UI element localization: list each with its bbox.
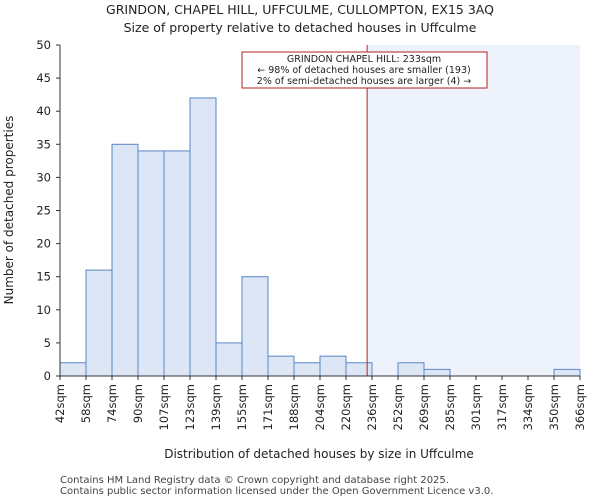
x-ticks: 42sqm 58sqm 74sqm 90sqm 107sqm 123sqm 139sqm 15… [53,376,587,430]
x-tick-label: 366sqm [573,384,587,430]
y-tick-label: 35 [36,137,51,151]
x-tick-label: 139sqm [209,384,223,430]
bar-220sqm [345,362,373,377]
x-tick-label: 74sqm [105,384,119,423]
x-tick-label: 301sqm [469,384,483,430]
x-tick-label: 188sqm [287,384,301,430]
x-tick-label: 42sqm [53,384,67,423]
x-tick-label: 204sqm [313,384,327,430]
bar-139sqm [215,342,243,377]
y-tick-label: 20 [36,237,51,251]
x-tick-label: 220sqm [339,384,353,430]
bar-171sqm [267,355,295,377]
bar-204sqm [319,355,347,377]
bar-74sqm [111,143,139,377]
bar-123sqm [189,97,217,377]
bar-155sqm [241,276,269,377]
x-tick-label: 350sqm [547,384,561,430]
x-tick-label: 155sqm [235,384,249,430]
y-tick-label: 30 [36,170,51,184]
x-tick-label: 252sqm [391,384,405,430]
x-tick-label: 269sqm [417,384,431,430]
y-tick-label: 45 [36,71,51,85]
x-tick-label: 90sqm [131,384,145,423]
y-tick-label: 25 [36,204,51,218]
y-tick-label: 50 [36,38,51,52]
annotation-line-2: ← 98% of detached houses are smaller (19… [257,65,470,76]
chart-title: GRINDON, CHAPEL HILL, UFFCULME, CULLOMPT… [106,2,494,17]
x-tick-label: 236sqm [365,384,379,430]
y-tick-label: 10 [36,303,51,317]
bar-252sqm [397,362,425,377]
bar-107sqm [163,150,191,377]
y-tick-label: 15 [36,270,51,284]
bar-188sqm [293,362,321,377]
x-tick-label: 285sqm [443,384,457,430]
bar-90sqm [137,150,165,377]
x-tick-label: 123sqm [183,384,197,430]
x-tick-label: 107sqm [157,384,171,430]
larger-than-property-region [367,45,580,376]
x-tick-label: 171sqm [261,384,275,430]
x-tick-label: 317sqm [495,384,509,430]
y-ticks: 0 5 10 15 20 25 30 35 40 45 50 [36,38,60,383]
x-tick-label: 334sqm [521,384,535,430]
annotation-box: GRINDON CHAPEL HILL: 233sqm ← 98% of det… [241,51,488,89]
bar-42sqm [59,362,87,377]
annotation-line-3: 2% of semi-detached houses are larger (4… [257,76,471,87]
footer-line-2: Contains public sector information licen… [60,486,493,497]
bar-269sqm [423,368,451,377]
footer-line-1: Contains HM Land Registry data © Crown c… [60,475,449,486]
y-tick-label: 0 [44,369,51,383]
y-tick-label: 40 [36,104,51,118]
y-axis-label: Number of detached properties [2,116,16,305]
bar-350sqm [553,368,581,377]
bar-58sqm [85,269,113,377]
x-axis-label: Distribution of detached houses by size … [164,447,474,461]
bars [59,97,581,377]
chart-subtitle: Size of property relative to detached ho… [124,20,477,35]
x-tick-label: 58sqm [79,384,93,423]
y-tick-label: 5 [44,336,51,350]
annotation-line-1: GRINDON CHAPEL HILL: 233sqm [287,54,441,65]
